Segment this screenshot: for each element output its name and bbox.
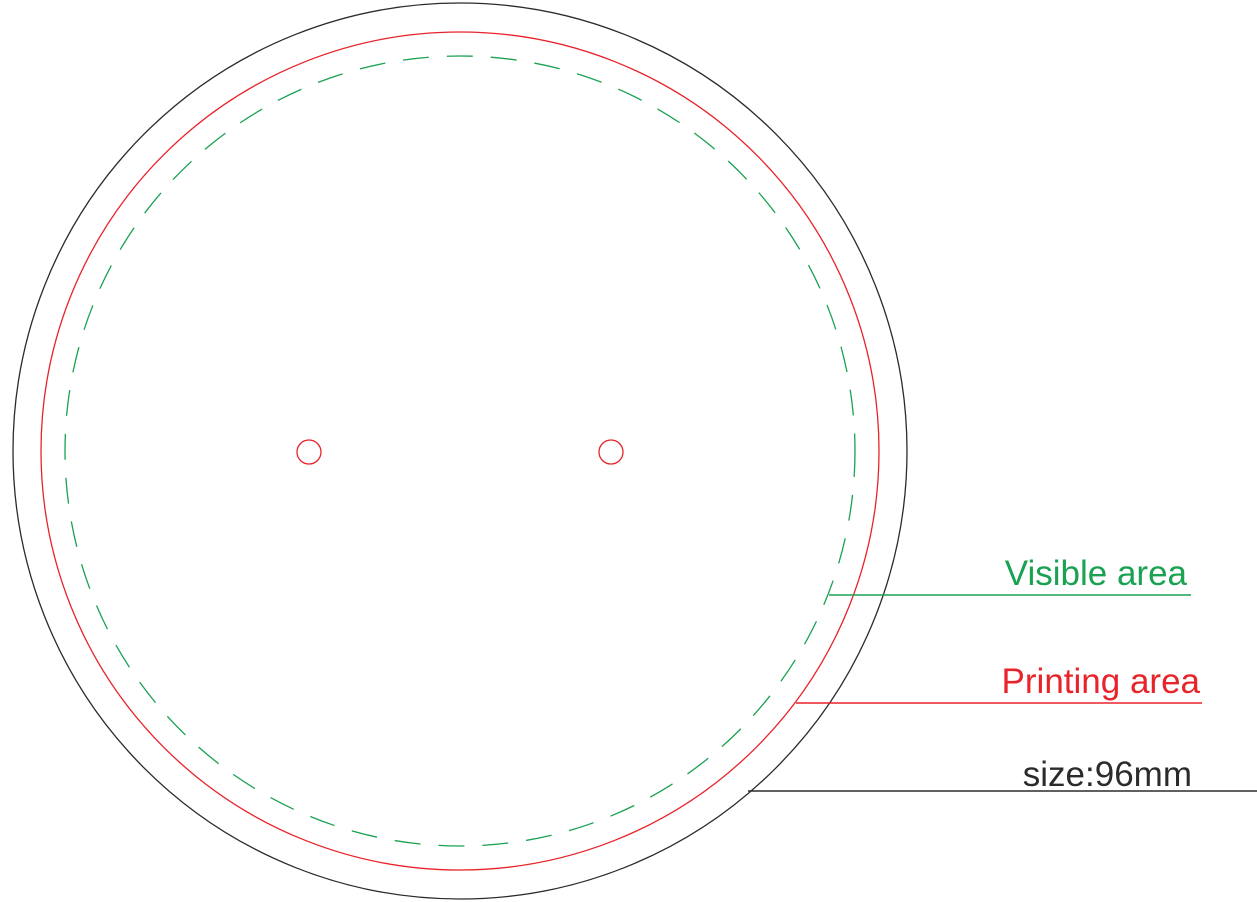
right-hole xyxy=(598,439,624,465)
visible-area-circle xyxy=(64,55,856,847)
visible-area-label: Visible area xyxy=(1005,554,1188,593)
printing-area-label: Printing area xyxy=(1002,662,1201,701)
size-label: size:96mm xyxy=(1023,755,1192,794)
left-hole xyxy=(296,439,322,465)
printing-area-circle xyxy=(40,31,880,871)
outer-size-circle xyxy=(12,2,908,900)
